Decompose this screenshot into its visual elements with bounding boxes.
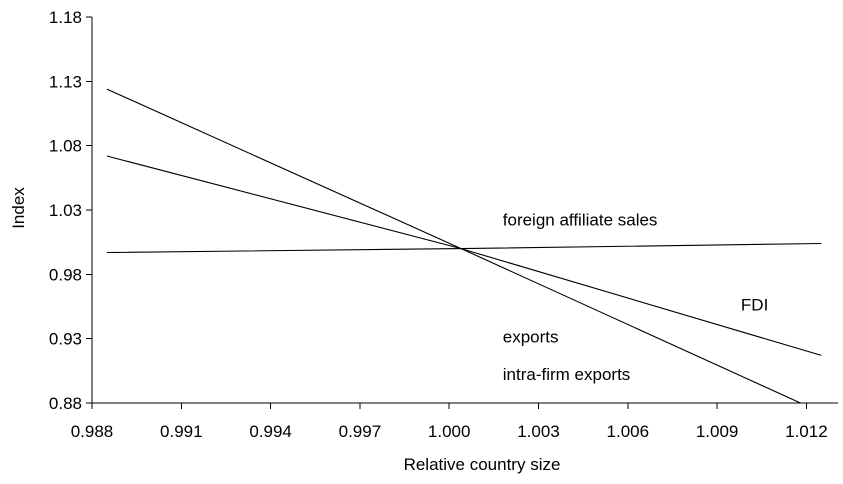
y-tick-label: 0.93 [49,330,82,349]
x-tick-label: 0.988 [71,422,114,441]
x-tick-label: 1.003 [517,422,560,441]
y-tick-label: 0.88 [49,394,82,413]
x-tick-label: 1.006 [607,422,650,441]
y-tick-label: 1.08 [49,137,82,156]
x-tick-label: 1.000 [428,422,471,441]
annotation-layer: foreign affiliate sales FDI exports intra-f… [503,210,769,383]
chart-axes: 1.18 1.13 1.08 1.03 0.98 0.93 0.88 0.988 0.991 0.… [49,8,838,441]
series-layer [106,88,822,404]
series-annotation: intra-firm exports [503,365,631,384]
y-tick-label: 1.03 [49,201,82,220]
series-annotation: FDI [741,295,768,314]
series-annotation: exports [503,328,559,347]
y-axis-label: Index [9,187,28,229]
x-tick-label: 1.009 [696,422,739,441]
series-line-0 [106,88,801,404]
y-tick-label: 1.18 [49,8,82,27]
x-tick-label: 0.991 [160,422,203,441]
series-annotation: foreign affiliate sales [503,210,658,229]
series-line-2 [106,242,822,254]
x-tick-label: 1.012 [785,422,828,441]
y-tick-label: 0.98 [49,265,82,284]
x-tick-label: 0.994 [249,422,292,441]
series-line-1 [106,155,822,356]
x-tick-label: 0.997 [339,422,382,441]
y-tick-label: 1.13 [49,72,82,91]
x-axis-label: Relative country size [404,455,561,474]
